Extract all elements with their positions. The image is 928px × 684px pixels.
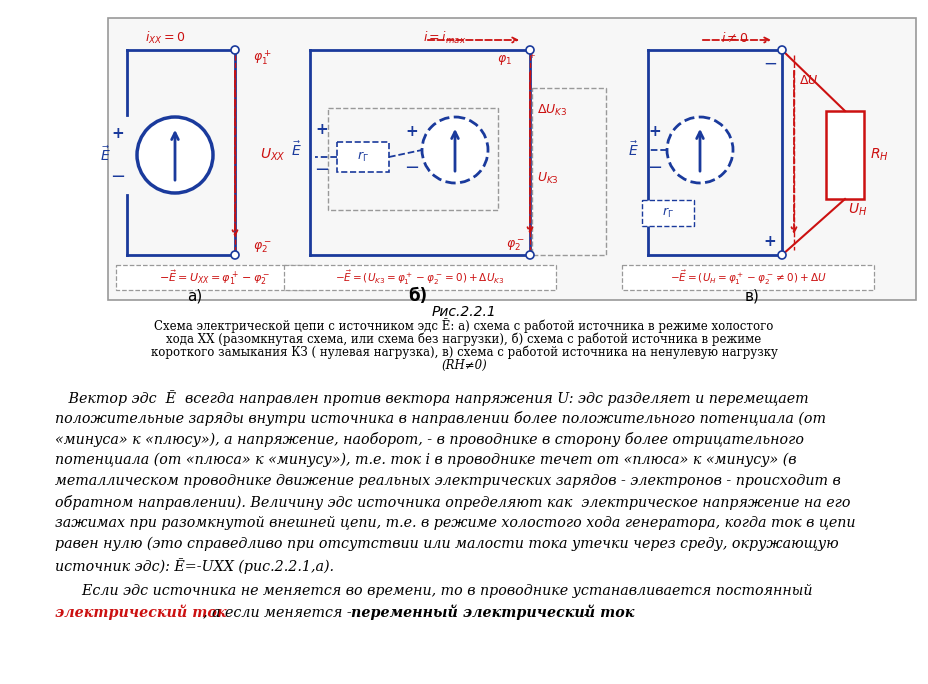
Text: .: . [583, 605, 586, 619]
Text: Схема электрической цепи с источником эдс Ē: а) схема с работой источника в режи: Схема электрической цепи с источником эд… [154, 319, 773, 333]
Circle shape [136, 117, 213, 193]
Text: +: + [648, 124, 661, 140]
Text: $\varphi_2^-$: $\varphi_2^-$ [252, 239, 272, 255]
Text: металлическом проводнике движение реальных электрических зарядов - электронов - : металлическом проводнике движение реальн… [55, 474, 840, 488]
Text: +: + [111, 125, 124, 140]
Text: хода ХХ (разомкнутая схема, или схема без нагрузки), б) схема с работой источник: хода ХХ (разомкнутая схема, или схема бе… [166, 332, 761, 345]
Bar [337, 142, 389, 172]
Text: положительные заряды внутри источника в направлении более положительного потенци: положительные заряды внутри источника в … [55, 411, 825, 426]
Circle shape [777, 251, 785, 259]
Text: $\Delta U_{K3}$: $\Delta U_{K3}$ [536, 103, 567, 118]
Text: источник эдс): Ē=-UXX (рис.2.2.1,а).: источник эдс): Ē=-UXX (рис.2.2.1,а). [55, 558, 334, 574]
Text: $i=i_{max}$: $i=i_{max}$ [423, 30, 466, 46]
Bar [116, 265, 314, 290]
Bar [825, 111, 863, 199]
Circle shape [525, 251, 534, 259]
Text: равен нулю (это справедливо при отсутствии или малости тока утечки через среду, : равен нулю (это справедливо при отсутств… [55, 537, 838, 551]
Text: , а если меняется -: , а если меняется - [203, 605, 355, 619]
Circle shape [777, 46, 785, 54]
Text: $-\vec{E}=(U_H=\varphi_1^+-\varphi_2^-\neq 0)+\Delta U$: $-\vec{E}=(U_H=\varphi_1^+-\varphi_2^-\n… [669, 268, 825, 287]
Text: короткого замыкания КЗ ( нулевая нагрузка), в) схема с работой источника на нену: короткого замыкания КЗ ( нулевая нагрузк… [150, 345, 777, 358]
Text: $-\vec{E}=U_{XX}=\varphi_1^+-\varphi_2^-$: $-\vec{E}=U_{XX}=\varphi_1^+-\varphi_2^-… [160, 268, 270, 287]
Text: $\vec{E}$: $\vec{E}$ [99, 146, 110, 164]
Text: $\varphi_2^-$: $\varphi_2^-$ [505, 237, 524, 253]
Text: Вектор эдс  Ē  всегда направлен против вектора напряжения U: эдс разделяет и пер: Вектор эдс Ē всегда направлен против век… [55, 390, 807, 406]
Text: б): б) [408, 287, 427, 305]
Text: +: + [763, 233, 776, 248]
Circle shape [231, 46, 238, 54]
Bar [328, 108, 497, 210]
Text: $r_\Gamma$: $r_\Gamma$ [356, 150, 368, 164]
Text: $R_H$: $R_H$ [869, 147, 888, 163]
Text: а): а) [187, 289, 202, 304]
Text: $i_{XX}=0$: $i_{XX}=0$ [145, 30, 185, 46]
Text: −: − [647, 159, 662, 177]
Text: $\varphi_1$: $\varphi_1$ [496, 53, 511, 67]
Text: −: − [314, 161, 329, 179]
Text: −: − [110, 168, 125, 186]
Text: $\vec{E}$: $\vec{E}$ [627, 141, 638, 159]
Text: электрический ток: электрический ток [55, 605, 226, 620]
Text: −: − [762, 55, 776, 73]
Text: в): в) [743, 289, 758, 304]
Text: $\varphi_1^+$: $\varphi_1^+$ [252, 49, 272, 68]
Text: Если эдс источника не меняется во времени, то в проводнике устанавливается посто: Если эдс источника не меняется во времен… [55, 584, 812, 598]
Text: $r_\Gamma$: $r_\Gamma$ [662, 206, 673, 220]
Text: +: + [406, 124, 418, 140]
Bar [284, 265, 555, 290]
Circle shape [421, 117, 487, 183]
Circle shape [231, 251, 238, 259]
Text: $i\neq 0$: $i\neq 0$ [720, 31, 748, 45]
Text: (RН≠0): (RН≠0) [441, 358, 486, 371]
Text: $U_H$: $U_H$ [847, 202, 867, 218]
Text: зажимах при разомкнутой внешней цепи, т.е. в режиме холостого хода генератора, к: зажимах при разомкнутой внешней цепи, т.… [55, 516, 855, 530]
Text: $^+$: $^+$ [527, 53, 535, 63]
Text: $\Delta U$: $\Delta U$ [798, 73, 818, 86]
Text: $\vec{E}$: $\vec{E}$ [290, 141, 301, 159]
Text: переменный электрический ток: переменный электрический ток [351, 605, 634, 620]
Text: $U_{K3}$: $U_{K3}$ [536, 170, 558, 185]
Bar [108, 18, 915, 300]
Circle shape [666, 117, 732, 183]
Circle shape [525, 46, 534, 54]
Text: потенциала (от «плюса» к «минусу»), т.е. ток i в проводнике течет от «плюса» к «: потенциала (от «плюса» к «минусу»), т.е.… [55, 453, 795, 467]
Text: Рис.2.2.1: Рис.2.2.1 [432, 305, 496, 319]
Bar [641, 200, 693, 226]
Text: +: + [316, 122, 328, 137]
Text: $U_{XX}$: $U_{XX}$ [260, 147, 286, 163]
Text: $-\vec{E}=(U_{K3}=\varphi_1^+-\varphi_2^-=0)+\Delta U_{K3}$: $-\vec{E}=(U_{K3}=\varphi_1^+-\varphi_2^… [335, 268, 504, 287]
Text: «минуса» к «плюсу»), а напряжение, наоборот, - в проводнике в сторону более отри: «минуса» к «плюсу»), а напряжение, наобо… [55, 432, 803, 447]
Bar [622, 265, 873, 290]
Bar [532, 88, 605, 255]
Text: −: − [404, 159, 419, 177]
Text: обратном направлении). Величину эдс источника определяют как  электрическое напр: обратном направлении). Величину эдс исто… [55, 495, 850, 510]
